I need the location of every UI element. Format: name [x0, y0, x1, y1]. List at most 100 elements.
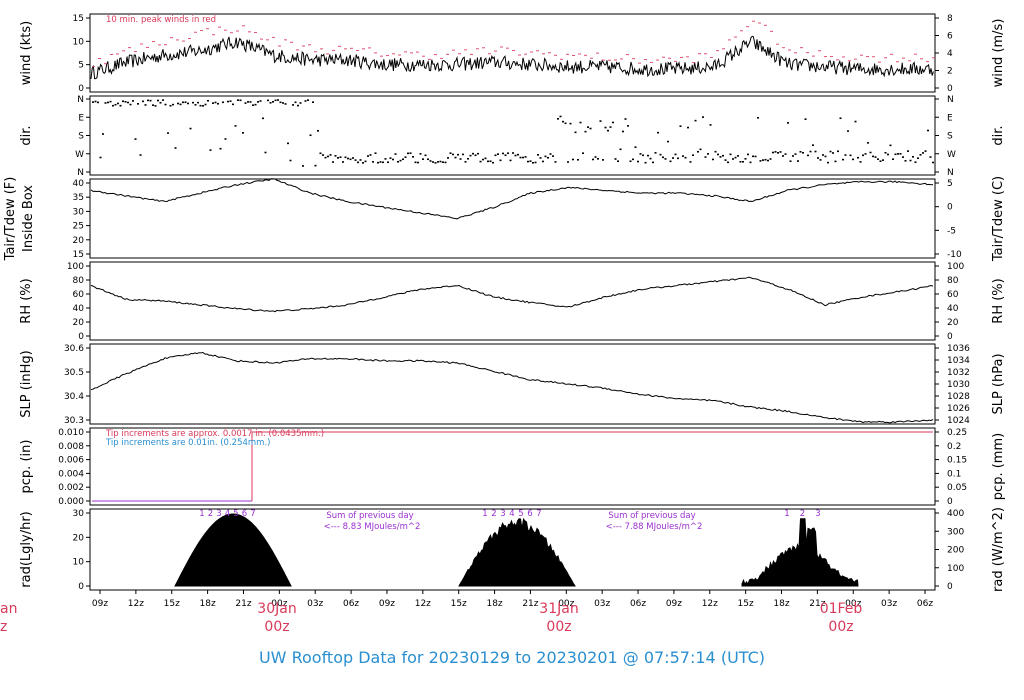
left-tick-label: 25 [73, 222, 84, 232]
right-tick-label: 0.2 [947, 442, 961, 452]
left-tick-label: 80 [73, 276, 85, 286]
sunlight-marker: 7 [250, 509, 255, 519]
time-tick-label: 06z [630, 599, 646, 609]
right-tick-label: 100 [947, 262, 964, 272]
left-tick-label: 30.5 [64, 368, 84, 378]
slp-line [90, 351, 934, 424]
left-tick-label: 0.008 [58, 442, 84, 452]
left-axis-label: pcp. (in) [19, 440, 34, 494]
day-label-date: 01Feb [820, 601, 863, 617]
left-tick-label: 60 [73, 290, 85, 300]
time-tick-label: 21z [809, 599, 825, 609]
left-tick-label: 100 [67, 262, 84, 272]
left-axis-label: dir. [19, 125, 34, 145]
radiation-area [174, 513, 292, 587]
day-label-date: 31Jan [539, 601, 578, 617]
right-tick-label: 40 [947, 304, 959, 314]
time-tick-label: 15z [164, 599, 180, 609]
time-tick-label: 12z [415, 599, 431, 609]
right-axis-label: RH (%) [991, 278, 1006, 323]
left-tick-label: 0.002 [58, 483, 84, 493]
rad-sum-1-value: <--- 8.83 MJoules/m^2 [324, 522, 421, 532]
left-tick-label: 0 [78, 332, 84, 342]
right-tick-label: 1026 [947, 404, 970, 414]
sunlight-marker: 6 [527, 509, 532, 519]
time-tick-label: 15z [738, 599, 754, 609]
right-tick-label: 0.1 [947, 469, 961, 479]
right-tick-label: 1024 [947, 416, 970, 426]
wind-speed-line [90, 35, 934, 80]
time-tick-label: 06z [917, 599, 933, 609]
sunlight-marker: 3 [216, 509, 221, 519]
right-tick-label: 0 [947, 497, 953, 507]
left-tick-label: 30 [73, 207, 85, 217]
right-tick-label: 60 [947, 290, 959, 300]
right-tick-label: -5 [947, 226, 956, 236]
sunlight-marker: 2 [800, 509, 805, 519]
day-label-date: 30Jan [257, 601, 296, 617]
rad-sum-1-title: Sum of previous day [326, 511, 413, 521]
sunlight-marker: 4 [509, 509, 514, 519]
right-axis-label: wind (m/s) [991, 19, 1006, 88]
time-tick-label: 18z [486, 599, 502, 609]
left-axis-label: Tair/Tdew (F) [3, 177, 18, 262]
left-tick-label: 0.006 [58, 456, 84, 466]
left-tick-label: 35 [73, 193, 84, 203]
right-tick-label: E [947, 113, 953, 123]
right-tick-label: 0.15 [947, 456, 967, 466]
panel-frame-rh [89, 261, 936, 341]
time-tick-label: 00z [271, 599, 287, 609]
left-tick-label: 0.004 [58, 469, 84, 479]
right-tick-label: 4 [947, 49, 953, 59]
left-tick-label: N [77, 95, 84, 105]
left-tick-label: 0.000 [58, 497, 84, 507]
left-tick-label: 20 [73, 533, 85, 543]
left-tick-label: 30.3 [64, 416, 84, 426]
right-tick-label: -10 [947, 250, 962, 260]
rad-sum-2-value: <--- 7.88 MJoules/m^2 [606, 522, 703, 532]
right-tick-label: 0.25 [947, 428, 967, 438]
sunlight-marker: 1 [482, 509, 487, 519]
sunlight-marker: 6 [242, 509, 247, 519]
time-tick-label: 12z [702, 599, 718, 609]
right-tick-label: 100 [947, 564, 964, 574]
panel-frame-temp [89, 178, 936, 259]
right-tick-label: 2 [947, 67, 953, 77]
precip-note-2: Tip increments are 0.01in. (0.254mm.) [105, 438, 270, 448]
left-tick-label: E [78, 113, 84, 123]
right-axis-label: SLP (hPa) [991, 353, 1006, 414]
right-tick-label: 0 [947, 84, 953, 94]
right-tick-label: 0.05 [947, 483, 967, 493]
day-label-hour: 00z [546, 619, 571, 635]
right-tick-label: S [947, 132, 953, 142]
right-tick-label: 1034 [947, 356, 970, 366]
right-axis-label: Tair/Tdew (C) [991, 176, 1006, 262]
right-tick-label: 0 [947, 582, 953, 592]
time-tick-label: 09z [379, 599, 395, 609]
time-tick-label: 21z [522, 599, 538, 609]
time-tick-label: 18z [200, 599, 216, 609]
right-tick-label: 1030 [947, 380, 970, 390]
time-tick-label: 21z [235, 599, 251, 609]
right-tick-label: 8 [947, 14, 953, 24]
right-tick-label: 5 [947, 179, 953, 189]
time-tick-label: 06z [343, 599, 359, 609]
sunlight-marker: 5 [233, 509, 238, 519]
left-tick-label: 20 [73, 236, 85, 246]
left-tick-label: 40 [73, 304, 85, 314]
left-axis-label: Inside Box [21, 185, 36, 252]
time-tick-label: 12z [128, 599, 144, 609]
left-tick-label: 5 [78, 61, 84, 71]
sunlight-marker: 5 [518, 509, 523, 519]
temperature-line [90, 178, 934, 220]
sunlight-marker: 4 [225, 509, 230, 519]
right-tick-label: 20 [947, 318, 959, 328]
right-tick-label: 1036 [947, 344, 970, 354]
left-tick-label: 15 [73, 250, 84, 260]
left-tick-label: 0.010 [58, 428, 84, 438]
time-tick-label: 09z [666, 599, 682, 609]
sunlight-marker: 3 [500, 509, 505, 519]
left-tick-label: 15 [73, 14, 84, 24]
right-tick-label: 400 [947, 509, 964, 519]
edge-day-label-date: an [0, 601, 17, 617]
